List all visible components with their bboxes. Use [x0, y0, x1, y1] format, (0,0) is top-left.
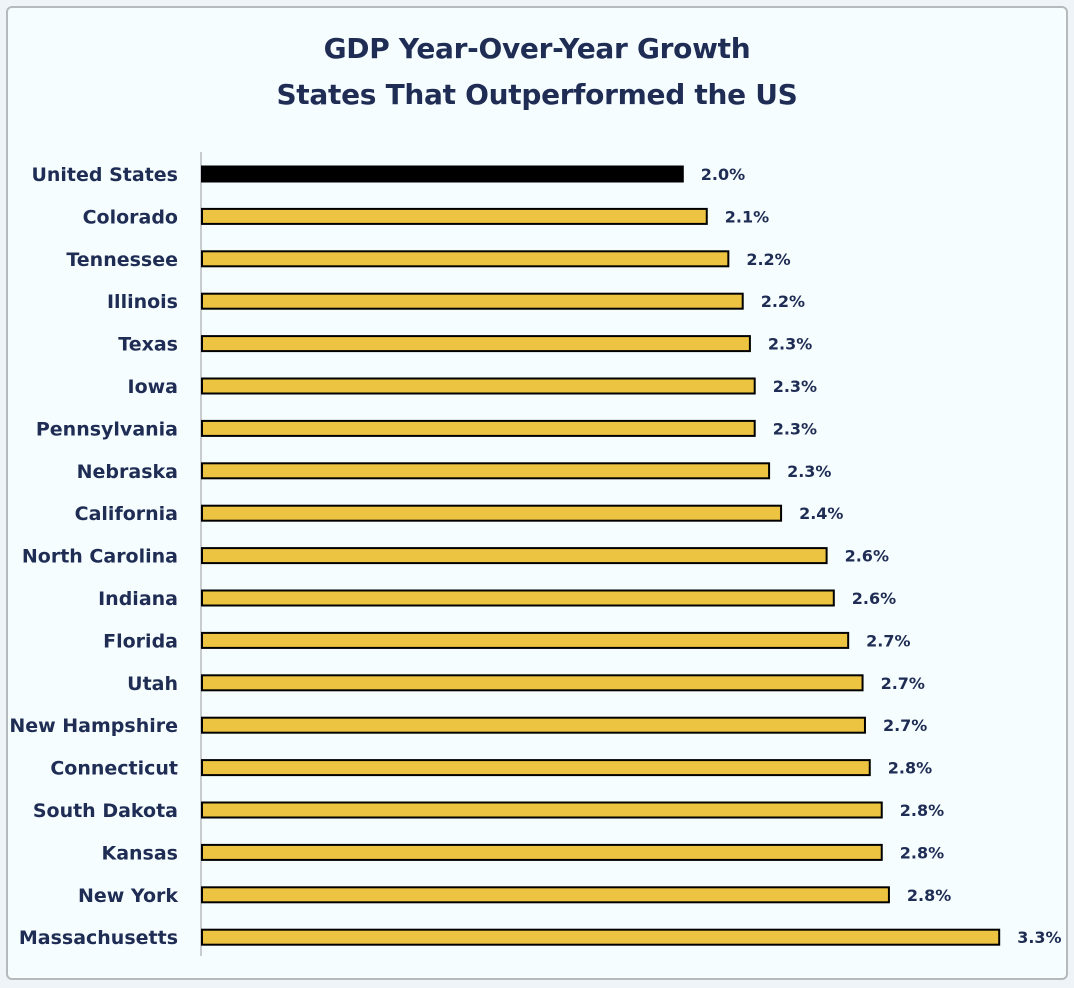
bar-new-york	[201, 886, 890, 904]
category-label-massachusetts: Massachusetts	[19, 927, 178, 949]
value-label-north-carolina: 2.6%	[845, 547, 889, 566]
category-label-texas: Texas	[118, 334, 178, 356]
bar-tennessee	[201, 250, 730, 268]
value-label-illinois: 2.2%	[761, 292, 805, 311]
category-label-utah: Utah	[127, 673, 178, 695]
category-label-illinois: Illinois	[107, 291, 178, 313]
value-label-new-hampshire: 2.7%	[883, 716, 927, 735]
category-label-nebraska: Nebraska	[77, 461, 178, 483]
value-label-tennessee: 2.2%	[746, 250, 790, 269]
bar-united-states	[201, 165, 684, 183]
bar-massachusetts	[201, 928, 1001, 946]
value-label-california: 2.4%	[799, 504, 843, 523]
bar-connecticut	[201, 759, 871, 777]
category-label-north-carolina: North Carolina	[22, 546, 178, 568]
category-label-united-states: United States	[31, 164, 178, 186]
bar-utah	[201, 674, 864, 692]
value-label-utah: 2.7%	[881, 674, 925, 693]
value-label-iowa: 2.3%	[773, 377, 817, 396]
value-label-united-states: 2.0%	[701, 165, 745, 184]
bar-illinois	[201, 292, 744, 310]
bar-new-hampshire	[201, 716, 866, 734]
value-label-colorado: 2.1%	[725, 207, 769, 226]
category-label-california: California	[75, 503, 178, 525]
category-label-south-dakota: South Dakota	[33, 800, 178, 822]
value-label-florida: 2.7%	[866, 631, 910, 650]
value-label-new-york: 2.8%	[907, 886, 951, 905]
value-label-south-dakota: 2.8%	[900, 801, 944, 820]
category-label-pennsylvania: Pennsylvania	[36, 418, 178, 440]
value-label-massachusetts: 3.3%	[1017, 928, 1061, 947]
bar-north-carolina	[201, 547, 828, 565]
category-label-kansas: Kansas	[101, 842, 178, 864]
value-label-kansas: 2.8%	[900, 843, 944, 862]
chart-subtitle: States That Outperformed the US	[276, 78, 798, 111]
value-label-nebraska: 2.3%	[787, 462, 831, 481]
bar-south-dakota	[201, 801, 883, 819]
bar-california	[201, 504, 783, 522]
bar-indiana	[201, 589, 835, 607]
category-label-tennessee: Tennessee	[66, 249, 178, 271]
category-label-colorado: Colorado	[83, 206, 178, 228]
value-label-connecticut: 2.8%	[888, 759, 932, 778]
bar-kansas	[201, 843, 883, 861]
chart-title: GDP Year-Over-Year Growth	[323, 32, 751, 65]
category-label-new-york: New York	[78, 885, 178, 907]
bar-colorado	[201, 207, 708, 225]
value-label-pennsylvania: 2.3%	[773, 419, 817, 438]
category-label-indiana: Indiana	[98, 588, 178, 610]
value-label-texas: 2.3%	[768, 335, 812, 354]
category-label-florida: Florida	[103, 630, 178, 652]
bar-iowa	[201, 377, 756, 395]
bar-pennsylvania	[201, 419, 756, 437]
category-label-connecticut: Connecticut	[50, 758, 178, 780]
bar-texas	[201, 335, 751, 353]
bar-florida	[201, 631, 850, 649]
category-label-iowa: Iowa	[128, 376, 179, 398]
bar-nebraska	[201, 462, 771, 480]
category-label-new-hampshire: New Hampshire	[9, 715, 178, 737]
value-label-indiana: 2.6%	[852, 589, 896, 608]
